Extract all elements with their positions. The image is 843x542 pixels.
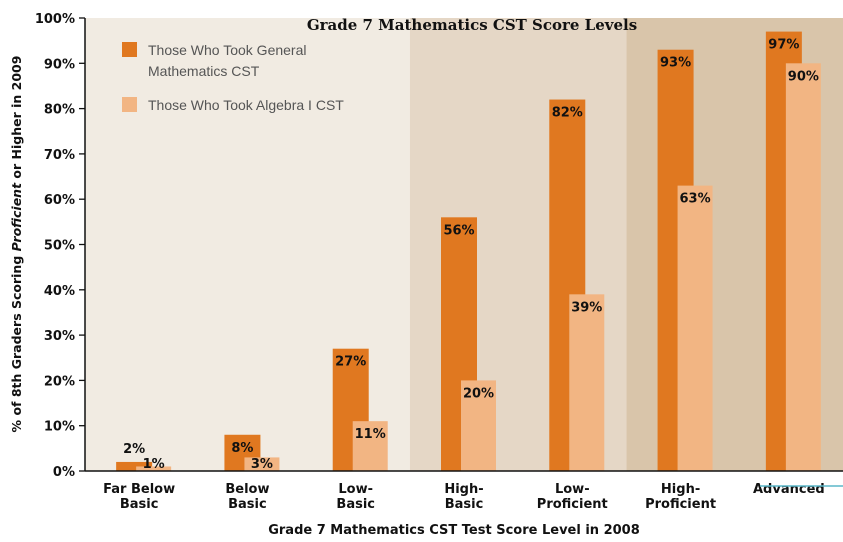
- legend-swatch: [122, 97, 137, 112]
- bar-algebra-1: [352, 421, 388, 471]
- data-label-algebra-1: 3%: [251, 457, 273, 472]
- data-label-general-math: 56%: [443, 223, 474, 238]
- data-label-general-math: 97%: [768, 38, 799, 53]
- bar-algebra-1: [677, 185, 713, 472]
- data-label-algebra-1: 63%: [680, 192, 711, 207]
- y-tick-label: 90%: [44, 57, 75, 72]
- bar-algebra-1: [569, 294, 605, 471]
- data-label-algebra-1: 1%: [143, 457, 165, 472]
- y-tick-label: 30%: [44, 329, 75, 344]
- x-tick-label: Proficient: [537, 497, 608, 512]
- data-label-general-math: 93%: [660, 56, 691, 71]
- bar-algebra-1: [461, 380, 496, 471]
- data-label-algebra-1: 20%: [463, 386, 494, 401]
- y-axis-label: % of 8th Graders Scoring Proficient or H…: [9, 56, 24, 433]
- y-tick-label: 60%: [44, 193, 75, 208]
- y-tick-label: 70%: [44, 148, 75, 163]
- x-tick-label: Proficient: [645, 497, 716, 512]
- y-tick-label: 100%: [35, 12, 75, 27]
- chart-title: Grade 7 Mathematics CST Score Levels: [307, 16, 637, 34]
- legend-label: Mathematics CST: [148, 63, 260, 79]
- y-tick-label: 80%: [44, 103, 75, 118]
- x-tick-label: Far Below: [103, 482, 175, 497]
- x-tick-label: Low-: [338, 482, 373, 497]
- bar-general-math: [116, 461, 153, 471]
- y-axis-label-part: or Higher in 2009: [9, 56, 24, 183]
- x-tick-label: High-: [444, 482, 483, 497]
- x-tick-label: Basic: [445, 497, 484, 512]
- y-tick-label: 10%: [44, 420, 75, 435]
- data-label-general-math: 27%: [335, 355, 366, 370]
- bar-algebra-1: [136, 466, 172, 471]
- data-label-algebra-1: 90%: [788, 69, 819, 84]
- x-tick-label: Below: [225, 482, 269, 497]
- x-tick-label: Advanced: [753, 482, 825, 497]
- x-axis-label: Grade 7 Mathematics CST Test Score Level…: [268, 523, 640, 538]
- x-tick-label: Low-: [555, 482, 590, 497]
- legend-label: Those Who Took Algebra I CST: [148, 97, 344, 113]
- x-tick-label: Basic: [336, 497, 375, 512]
- data-label-general-math: 82%: [552, 106, 583, 121]
- x-tick-label: Basic: [228, 497, 267, 512]
- x-tick-label: Basic: [120, 497, 159, 512]
- x-tick-label: High-: [661, 482, 700, 497]
- data-label-general-math: 8%: [231, 441, 253, 456]
- y-tick-label: 20%: [44, 374, 75, 389]
- bar-algebra-1: [785, 63, 821, 472]
- y-axis-label-part: % of 8th Graders Scoring: [9, 251, 24, 432]
- y-tick-label: 50%: [44, 239, 75, 254]
- bar-algebra-1: [244, 457, 280, 471]
- y-axis-label-part: Proficient: [9, 182, 24, 251]
- data-label-algebra-1: 39%: [571, 300, 602, 315]
- legend-label: Those Who Took General: [148, 42, 307, 58]
- legend-swatch: [122, 42, 137, 57]
- y-tick-label: 0%: [53, 465, 75, 480]
- data-label-general-math: 2%: [123, 442, 145, 457]
- data-label-algebra-1: 11%: [355, 427, 386, 442]
- y-tick-label: 40%: [44, 284, 75, 299]
